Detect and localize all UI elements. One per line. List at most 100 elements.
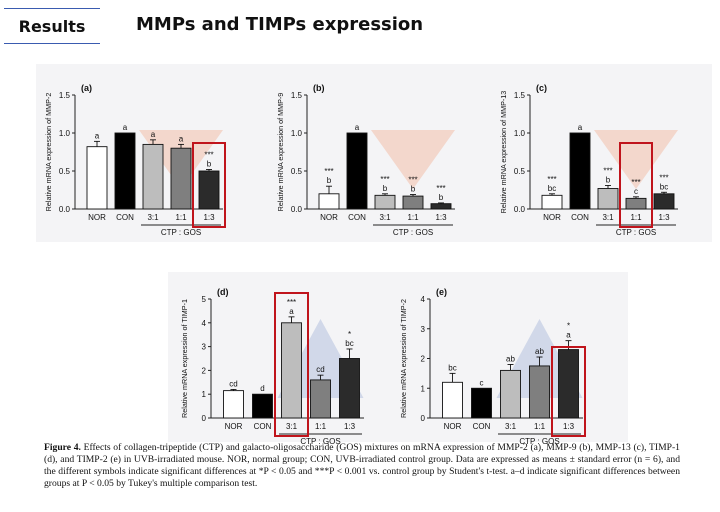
x-tick-label: NOR (88, 213, 106, 222)
x-tick-label: 1:3 (203, 213, 215, 222)
y-axis-label: Relative mRNA expression of MMP-13 (499, 91, 508, 214)
significance-stars: *** (204, 150, 213, 159)
bar-CON (471, 387, 492, 419)
y-tick-label: 4 (421, 295, 426, 304)
significance-letter: bc (660, 182, 668, 191)
slide-title: MMPs and TIMPs expression (136, 14, 424, 35)
y-axis-label: Relative mRNA expression of TIMP-1 (180, 299, 189, 418)
group-label: CTP : GOS (616, 228, 656, 237)
group-label: CTP : GOS (519, 437, 559, 446)
significance-letter: b (439, 193, 444, 202)
x-tick-label: NOR (444, 422, 462, 431)
group-label: CTP : GOS (393, 228, 433, 237)
significance-letter: cd (316, 365, 324, 374)
significance-stars: *** (436, 184, 445, 193)
highlight-box (274, 292, 309, 437)
significance-letter: d (260, 384, 264, 393)
y-tick-label: 1.5 (59, 91, 71, 100)
significance-letter: a (123, 123, 128, 132)
x-tick-label: CON (254, 422, 272, 431)
x-tick-label: NOR (225, 422, 243, 431)
y-tick-label: 1.0 (514, 129, 526, 138)
significance-letter: a (95, 131, 100, 140)
x-tick-label: 3:1 (147, 213, 159, 222)
significance-letter: a (566, 331, 571, 340)
significance-stars: * (567, 322, 570, 331)
panel-label: (d) (217, 287, 229, 297)
y-tick-label: 0.0 (514, 205, 526, 214)
overlay-triangle (371, 130, 455, 189)
y-tick-label: 0.5 (59, 167, 71, 176)
x-tick-label: 1:1 (175, 213, 187, 222)
significance-stars: * (348, 330, 351, 339)
significance-letter: bc (345, 339, 353, 348)
highlight-box (551, 346, 586, 437)
x-tick-label: CON (348, 213, 366, 222)
y-axis-label: Relative mRNA expression of TIMP-2 (399, 299, 408, 418)
x-tick-label: CON (116, 213, 134, 222)
y-tick-label: 1.5 (514, 91, 526, 100)
x-tick-label: 1:1 (534, 422, 546, 431)
y-tick-label: 0 (202, 414, 207, 423)
x-tick-label: 1:1 (315, 422, 327, 431)
significance-letter: ab (535, 347, 544, 356)
significance-stars: *** (408, 176, 417, 185)
significance-letter: cd (229, 379, 237, 388)
y-tick-label: 0 (421, 414, 426, 423)
y-tick-label: 3 (421, 325, 426, 334)
significance-letter: bc (448, 363, 456, 372)
results-section-label: Results (4, 8, 100, 44)
bar-3:1 (500, 369, 521, 419)
y-tick-label: 4 (202, 319, 207, 328)
significance-letter: b (327, 176, 332, 185)
bar-NOR (442, 381, 463, 419)
bar-1:3 (558, 349, 579, 419)
significance-letter: a (578, 123, 583, 132)
bar-CON (569, 132, 591, 210)
y-tick-label: 1.0 (59, 129, 71, 138)
y-tick-label: 1 (421, 384, 426, 393)
y-tick-label: 3 (202, 343, 207, 352)
y-tick-label: 0.0 (291, 205, 303, 214)
y-tick-label: 0.5 (291, 167, 303, 176)
panel-label: (e) (436, 287, 447, 297)
significance-letter: c (634, 187, 638, 196)
x-tick-label: CON (473, 422, 491, 431)
x-tick-label: CON (571, 213, 589, 222)
x-tick-label: 1:3 (563, 422, 575, 431)
significance-letter: b (207, 159, 212, 168)
highlight-box (619, 142, 653, 228)
significance-letter: bc (548, 184, 556, 193)
x-tick-label: 1:1 (630, 213, 642, 222)
group-label: CTP : GOS (300, 437, 340, 446)
panel-label: (c) (536, 83, 547, 93)
x-tick-label: 1:1 (407, 213, 419, 222)
panel-label: (a) (81, 83, 92, 93)
x-tick-label: 3:1 (602, 213, 614, 222)
significance-letter: ab (506, 354, 515, 363)
y-axis-label: Relative mRNA expression of MMP-2 (44, 93, 53, 212)
significance-stars: *** (287, 298, 296, 307)
bar-CON (346, 132, 368, 210)
highlight-box (192, 142, 226, 228)
y-tick-label: 1.5 (291, 91, 303, 100)
significance-letter: a (179, 134, 184, 143)
significance-letter: a (355, 123, 360, 132)
figure-caption: Figure 4. Effects of collagen-tripeptide… (44, 442, 680, 490)
group-label: CTP : GOS (161, 228, 201, 237)
y-tick-label: 5 (202, 295, 207, 304)
x-tick-label: 3:1 (505, 422, 517, 431)
significance-letter: b (411, 185, 416, 194)
significance-letter: a (151, 130, 156, 139)
significance-letter: b (606, 175, 611, 184)
significance-letter: b (383, 184, 388, 193)
significance-stars: *** (324, 167, 333, 176)
y-tick-label: 2 (202, 366, 207, 375)
significance-stars: *** (631, 178, 640, 187)
bar-1:1 (529, 365, 550, 419)
